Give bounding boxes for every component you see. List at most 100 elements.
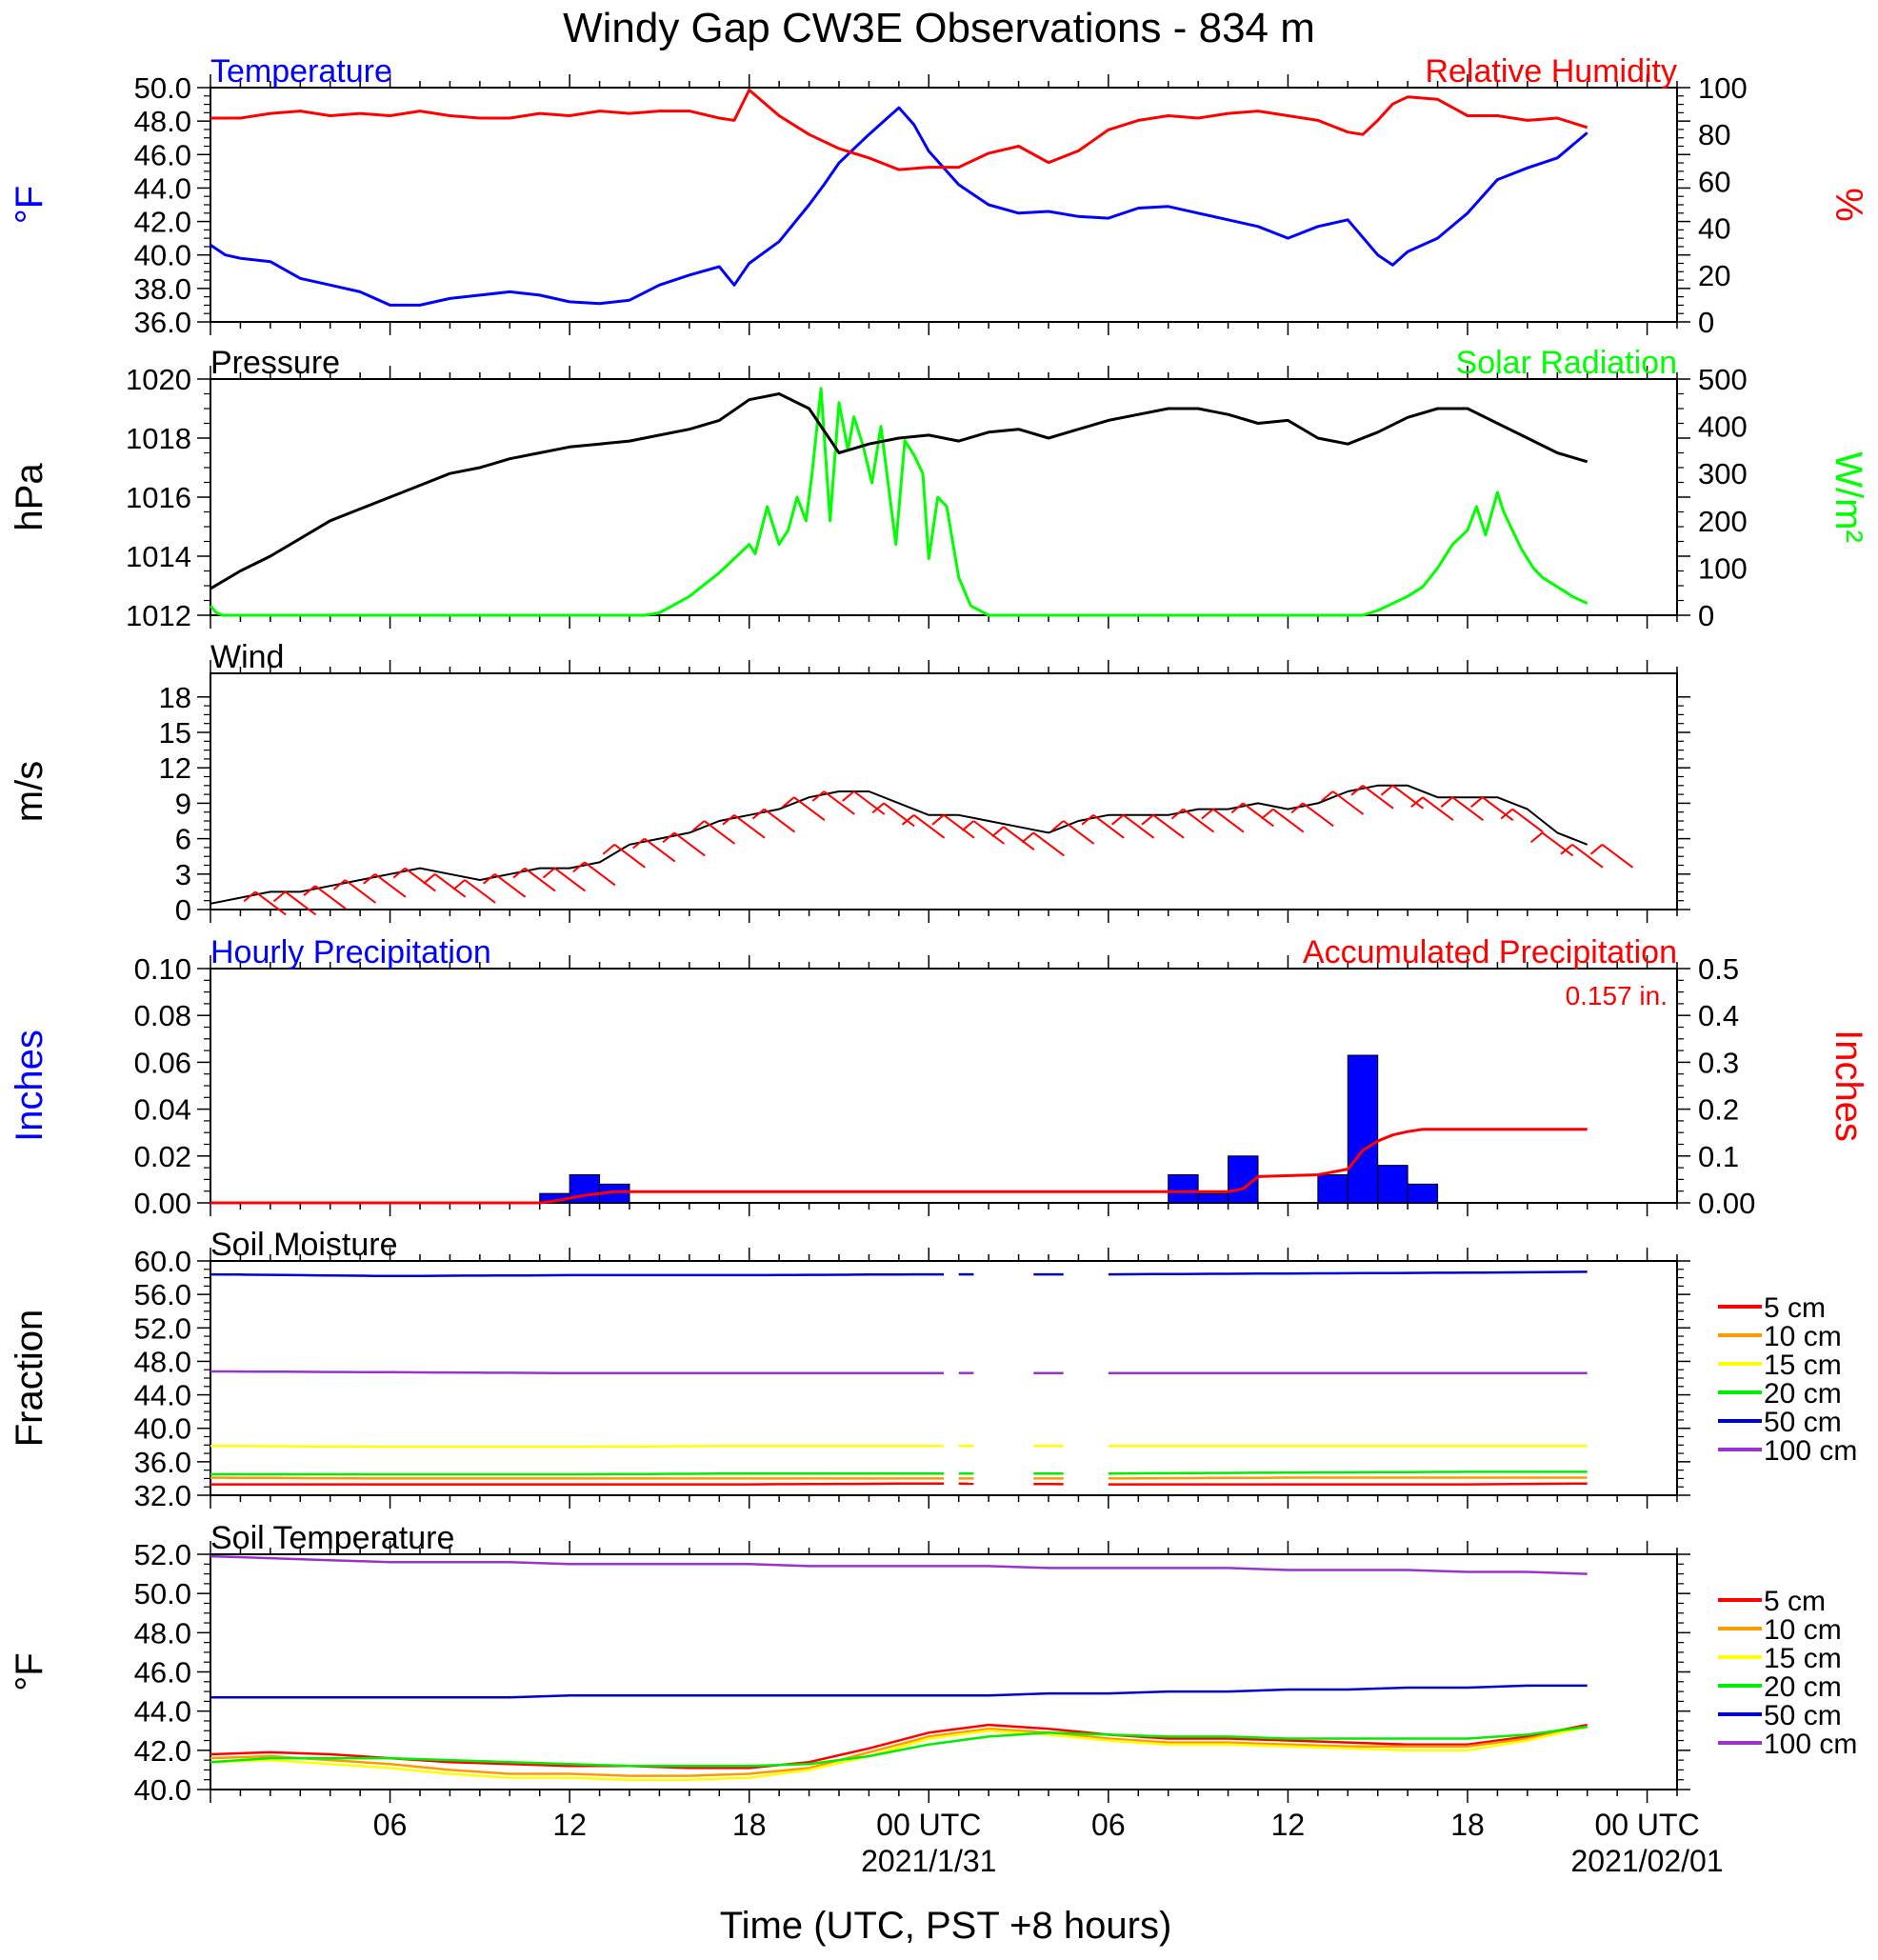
panel-label-left: Soil Moisture [210, 1227, 398, 1263]
wind-barb-flag [1380, 785, 1394, 796]
y-tick-label-left: 40.0 [134, 239, 191, 272]
precip-bar [1377, 1165, 1408, 1204]
pressure-line [210, 392, 1588, 590]
wind-barb-flag [931, 814, 945, 826]
wind-barb-flag [1529, 831, 1544, 844]
wind-barb-flag [991, 826, 1005, 837]
y-tick-label-left: 48.0 [134, 1345, 191, 1378]
y-tick-label-left: 42.0 [134, 206, 191, 239]
y-tick-label-left: 12 [159, 751, 191, 785]
wind-barb-flag [1141, 814, 1154, 826]
y-tick-label-left: 44.0 [134, 1379, 191, 1412]
y-tick-label-left: 44.0 [134, 171, 191, 205]
wind-barb [493, 872, 527, 898]
y-tick-label-left: 60.0 [134, 1245, 191, 1278]
y-tick-label-left: 48.0 [134, 105, 191, 138]
wind-barb-flag [1201, 808, 1214, 820]
wind-barb-flag [1051, 820, 1065, 831]
wind-barb [434, 872, 467, 898]
wind-barb-flag [272, 890, 287, 903]
soil-line-15cm [210, 1444, 944, 1449]
wind-barb-flag [871, 802, 885, 814]
x-tick-label: 00 UTC [1594, 1808, 1699, 1842]
y-tick-label-right: 0.00 [1698, 1187, 1755, 1220]
panel-label-left: Hourly Precipitation [210, 934, 491, 970]
accumulated-precip-line [210, 1128, 1588, 1205]
wind-barb-flag [1440, 796, 1453, 808]
wind-barb [1451, 796, 1484, 822]
y-axis-title-right: W/m² [1828, 451, 1869, 543]
precip-bar [1317, 1173, 1349, 1204]
y-tick-label-left: 6 [175, 823, 191, 856]
y-tick-label-right: 40 [1698, 212, 1730, 246]
wind-barb-flag [1320, 790, 1334, 802]
wind-barb [1212, 808, 1245, 833]
y-tick-label-left: 1014 [126, 540, 191, 573]
plot-frame [210, 378, 1678, 616]
soil-line-10cm [1108, 1476, 1588, 1480]
wind-barb-flag [1170, 808, 1185, 820]
y-tick-label-left: 3 [175, 858, 191, 891]
wind-barb [1003, 826, 1035, 851]
wind-barb-flag [632, 837, 646, 850]
y-axis-title-right: % [1828, 188, 1869, 222]
y-tick-label-left: 0 [175, 893, 191, 927]
y-tick-label-right: 200 [1698, 505, 1748, 538]
y-tick-label-left: 36.0 [134, 1446, 191, 1479]
wind-barb [1391, 784, 1425, 810]
y-tick-label-left: 0.02 [134, 1140, 191, 1173]
y-tick-label-left: 0.10 [134, 952, 191, 986]
panel-precip: 0.00 0.02 0.04 0.06 0.08 0.10 0.00 0.1 0.2 0.3 0.4… [9, 934, 1869, 1220]
y-tick-label-left: 0.04 [134, 1093, 191, 1127]
wind-barb [1422, 796, 1454, 822]
wind-barb-flag [1589, 844, 1604, 855]
y-tick-label-right: 500 [1698, 363, 1748, 396]
x-axis-title: Time (UTC, PST +8 hours) [720, 1905, 1172, 1947]
wind-barb [1242, 802, 1274, 828]
soil-line-50cm [210, 1272, 944, 1278]
soil-line-20cm [1108, 1470, 1588, 1475]
wind-barb [1092, 813, 1125, 839]
y-tick-label-right: 0 [1698, 599, 1714, 632]
y-tick-label-left: 18 [159, 681, 191, 714]
wind-barb [1063, 820, 1095, 845]
wind-barb [1182, 808, 1215, 833]
y-tick-label-right: 20 [1698, 259, 1730, 292]
legend-label: 50 cm [1764, 1407, 1842, 1438]
panel-label-right: Solar Radiation [1456, 345, 1677, 381]
wind-barb-flag [691, 820, 706, 831]
wind-barb [1272, 808, 1305, 833]
y-tick-label-right: 60 [1698, 165, 1730, 198]
x-tick-label: 12 [1271, 1808, 1306, 1842]
precip-bar [1347, 1054, 1379, 1204]
legend-label: 20 cm [1764, 1378, 1842, 1410]
humidity-line [210, 89, 1588, 171]
y-tick-label-left: 1012 [126, 599, 191, 632]
panel-temp_rh: 36.038.040.042.044.046.048.050.0 0 20 40 60 8… [9, 53, 1869, 339]
wind-barb [1302, 802, 1334, 828]
wind-barb-flag [542, 867, 556, 879]
legend-label: 50 cm [1764, 1700, 1842, 1731]
wind-barb [404, 867, 436, 892]
wind-barb-flag [303, 885, 316, 896]
wind-barb [1362, 784, 1394, 810]
panel-soil_temp: 40.0 42.0 44.0 46.0 48.0 50.0 52.0 °F Soil Tempe… [9, 1520, 1857, 1807]
accumulated-total-label: 0.157 in. [1566, 981, 1668, 1010]
wind-barb-flag [751, 808, 766, 820]
y-tick-label-left: 1016 [126, 481, 191, 514]
y-tick-label-left: 9 [175, 787, 191, 820]
wind-barb [314, 885, 347, 910]
wind-barb [584, 861, 616, 887]
y-tick-label-right: 100 [1698, 551, 1748, 585]
wind-barb-flag [363, 873, 376, 885]
chart-title: Windy Gap CW3E Observations - 834 m [563, 5, 1315, 51]
legend-label: 10 cm [1764, 1614, 1842, 1646]
wind-barb [1331, 790, 1365, 815]
legend-label: 10 cm [1764, 1321, 1842, 1352]
wind-barb [524, 867, 556, 892]
x-tick-label: 00 UTC [876, 1808, 981, 1842]
panel-label-left: Wind [210, 639, 284, 675]
wind-barb [1511, 808, 1544, 833]
wind-barb [254, 890, 287, 916]
wind-barb [793, 796, 826, 822]
